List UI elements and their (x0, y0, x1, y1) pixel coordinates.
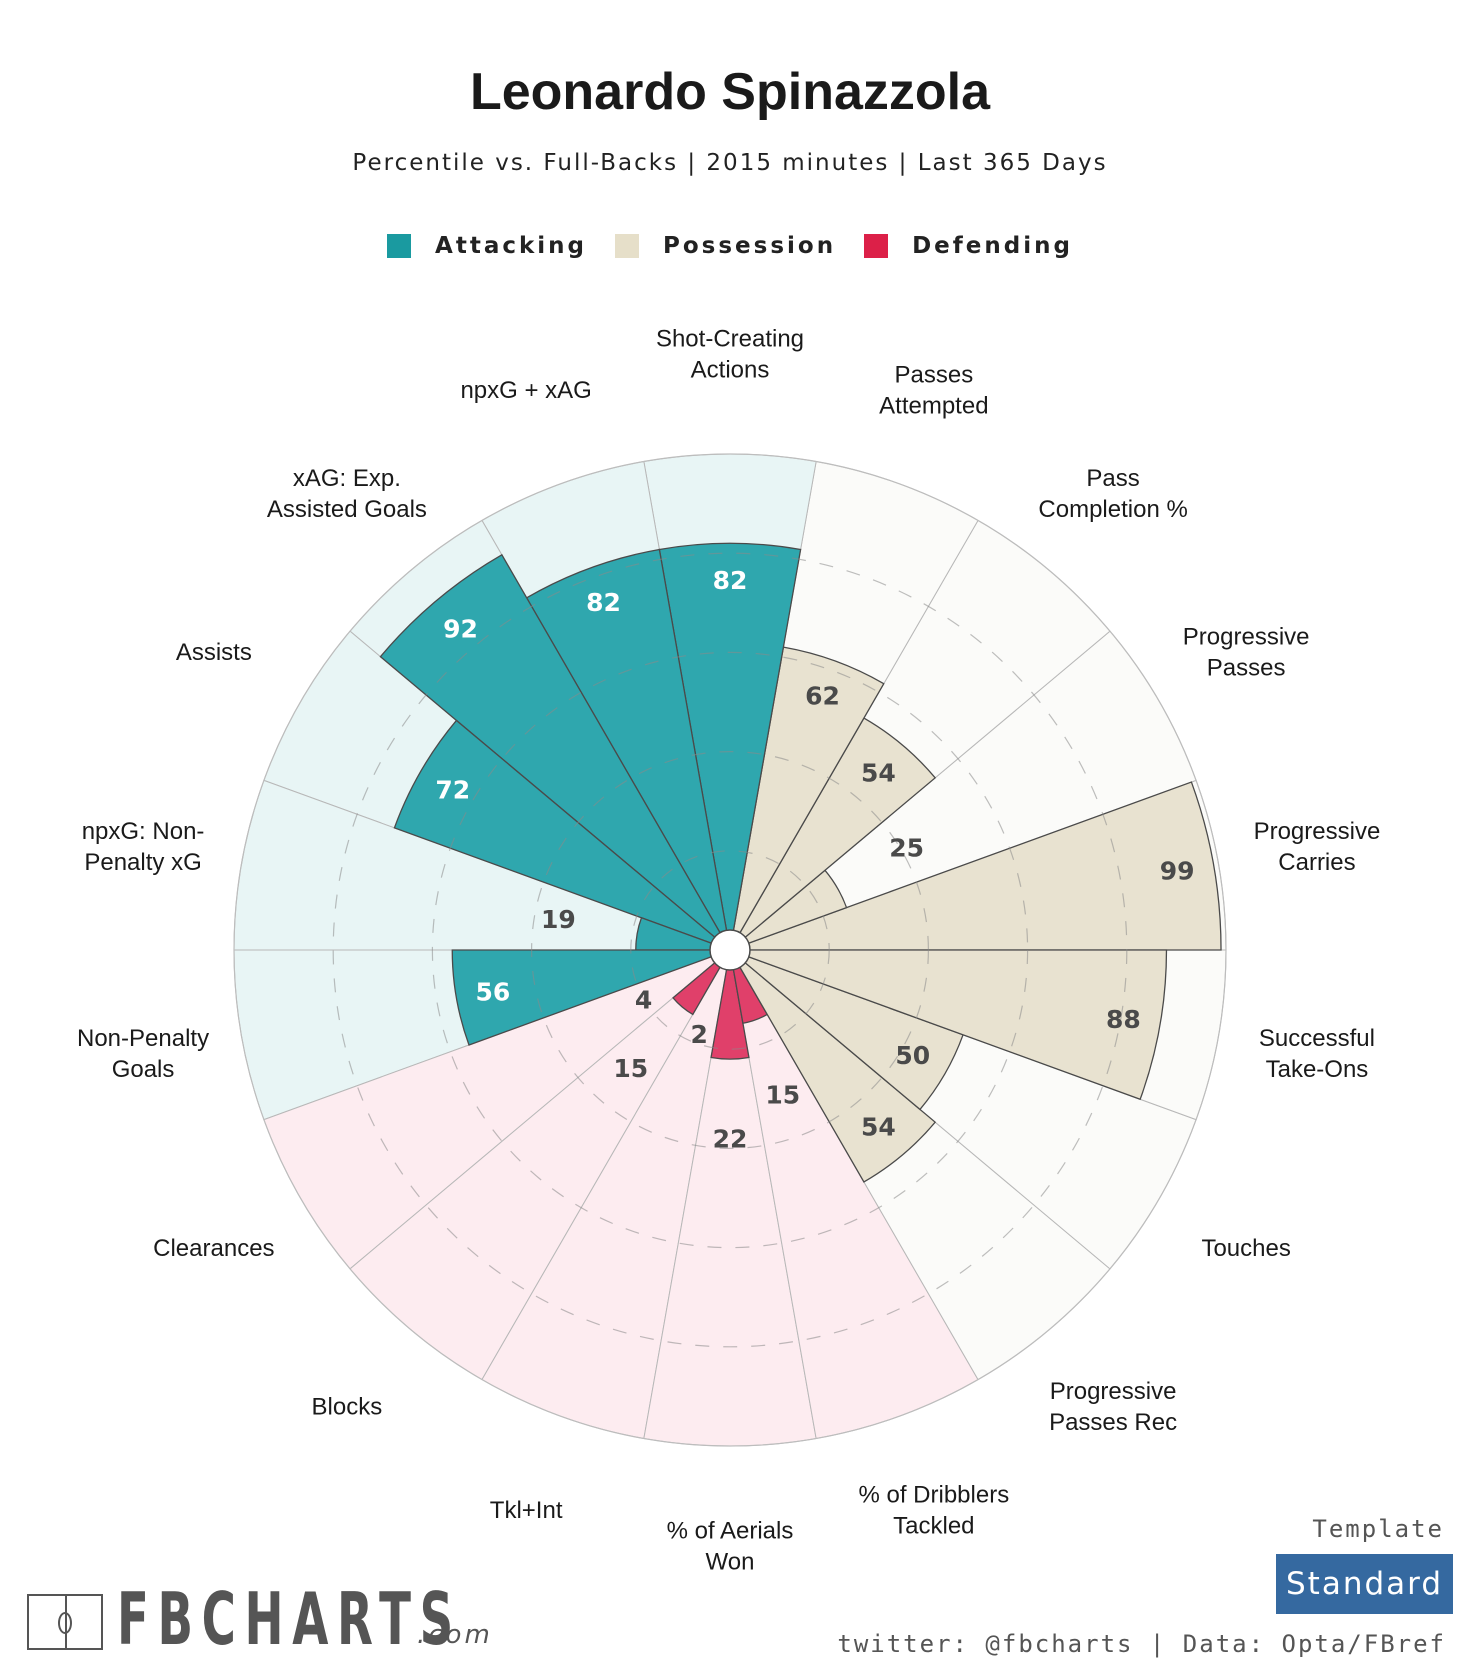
legend-item-possession: Possession (615, 233, 836, 259)
category-label-npxg-xag: npxG + xAG (460, 376, 591, 403)
gridline-60 (431, 651, 1029, 1249)
bar-progressive-passes-rec (729, 949, 937, 1183)
fbcharts-logo: FBCHARTS .com (27, 1577, 596, 1661)
value-label-progressive-carries: 99 (1160, 857, 1195, 886)
value-label-assists: 72 (435, 775, 470, 804)
value-label-blocks: 15 (613, 1054, 648, 1083)
legend-label-defending: Defending (912, 233, 1073, 259)
legend-swatch-attacking (387, 234, 412, 258)
category-label-progressive-carries: Progressive Carries (1254, 818, 1381, 876)
slice-bars (379, 542, 1222, 1183)
bar-of-aerials-won (710, 949, 750, 1060)
category-label-successful-take-ons: Successful Take-Ons (1259, 1024, 1375, 1082)
value-label-npxg-non-penalty-xg: 19 (541, 905, 576, 934)
bar-xag-exp-assisted-goals (379, 553, 731, 951)
legend-item-attacking: Attacking (387, 233, 587, 259)
bar-non-penalty-goals (451, 949, 731, 1046)
value-label-clearances: 4 (635, 985, 652, 1014)
legend-label-attacking: Attacking (435, 233, 588, 259)
category-label-touches: Touches (1201, 1235, 1290, 1262)
category-label-shot-creating-actions: Shot-Creating Actions (656, 325, 804, 383)
template-label: Template (1312, 1515, 1444, 1543)
bar-npxg-xag (525, 548, 731, 951)
value-label-progressive-passes-rec: 54 (861, 1112, 896, 1141)
chart-subtitle: Percentile vs. Full-Backs | 2015 minutes… (352, 150, 1108, 176)
value-label-of-dribblers-tackled: 15 (765, 1081, 800, 1110)
category-label-blocks: Blocks (312, 1393, 383, 1420)
category-label-assists: Assists (176, 639, 252, 666)
category-label-tkl-int: Tkl+Int (490, 1497, 563, 1524)
category-label-progressive-passes: Progressive Passes (1183, 623, 1310, 681)
legend-swatch-possession (615, 234, 640, 258)
value-label-successful-take-ons: 88 (1106, 1005, 1141, 1034)
value-label-xag-exp-assisted-goals: 92 (443, 614, 478, 643)
legend-item-defending: Defending (864, 233, 1073, 259)
value-label-progressive-passes: 25 (889, 834, 924, 863)
outer-ring (233, 453, 1227, 1447)
category-labels: Progressive Carries Progressive Passes Pass C… (77, 325, 1380, 1575)
category-label-progressive-passes-rec: Progressive Passes Rec (1049, 1378, 1177, 1436)
value-label-tkl-int: 2 (691, 1020, 708, 1049)
category-label-pass-completion: Pass Completion % (1038, 464, 1187, 522)
value-label-non-penalty-goals: 56 (475, 977, 510, 1006)
bar-progressive-carries (729, 781, 1222, 951)
bar-shot-creating-actions (658, 542, 802, 951)
category-label-npxg-non-penalty-xg: npxG: Non-Penalty xG (82, 818, 205, 876)
logo-suffix: .com (417, 1620, 493, 1650)
category-label-xag-exp-assisted-goals: xAG: Exp. Assisted Goals (267, 464, 427, 522)
category-label-of-aerials-won: % of Aerials Won (667, 1517, 794, 1575)
pitch-icon (27, 1594, 103, 1650)
chart-title: Leonardo Spinazzola (469, 63, 991, 121)
value-label-passes-attempted: 62 (805, 681, 840, 710)
category-label-clearances: Clearances (153, 1235, 274, 1262)
template-badge: Standard (1276, 1554, 1453, 1614)
category-label-non-penalty-goals: Non-Penalty Goals (77, 1024, 209, 1082)
gridline-20 (630, 850, 830, 1050)
gridlines (233, 453, 1227, 1447)
bar-blocks (672, 949, 731, 1016)
logo-text: FBCHARTS (117, 1577, 462, 1661)
legend-label-possession: Possession (663, 233, 837, 259)
gridline-80 (332, 552, 1128, 1348)
center-hub-circle (709, 929, 751, 971)
center-hub (709, 929, 751, 971)
category-label-passes-attempted: Passes Attempted (879, 361, 988, 419)
legend: Attacking Possession Defending (0, 233, 1460, 259)
bar-assists (393, 719, 731, 951)
value-label-touches: 50 (895, 1041, 930, 1070)
value-label-npxg-xag: 82 (586, 588, 621, 617)
value-label-of-aerials-won: 22 (713, 1125, 748, 1154)
credits: twitter: @fbcharts | Data: Opta/FBref (837, 1630, 1446, 1658)
value-label-shot-creating-actions: 82 (713, 566, 748, 595)
legend-swatch-defending (864, 234, 889, 258)
gridline-40 (530, 750, 929, 1149)
value-label-pass-completion: 54 (861, 759, 896, 788)
category-label-of-dribblers-tackled: % of Dribblers Tackled (858, 1481, 1009, 1539)
bar-successful-take-ons (729, 949, 1168, 1101)
